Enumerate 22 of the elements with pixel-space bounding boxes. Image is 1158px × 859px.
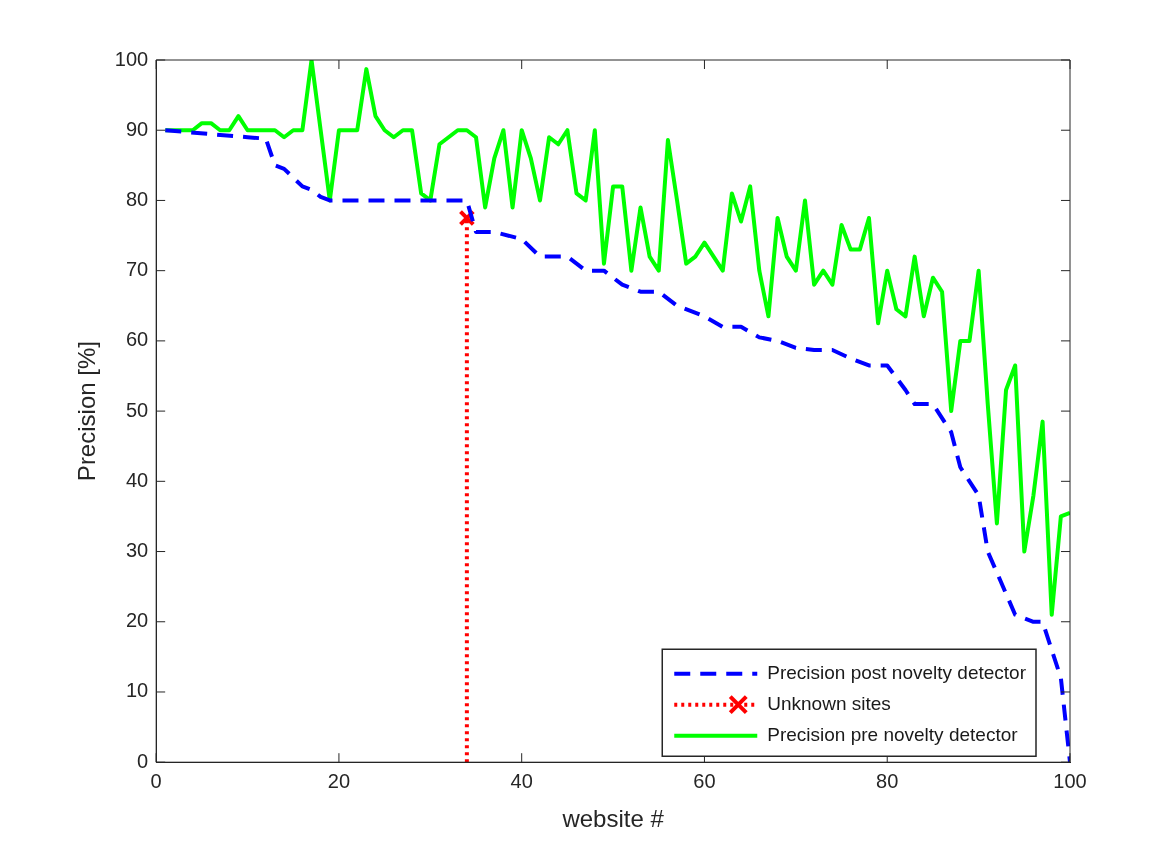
x-tick-label: 40 (510, 769, 533, 792)
y-tick-label: 50 (125, 398, 149, 421)
y-tick-label: 40 (125, 468, 149, 491)
line-series (163, 128, 1070, 763)
legend-label: Precision pre novelty detector (767, 723, 1019, 745)
x-tick-label: 80 (876, 769, 899, 792)
x-tick-label: 20 (327, 769, 351, 792)
y-tick-label: 0 (137, 749, 149, 772)
y-axis-title: Precision [%] (73, 341, 101, 482)
y-tick-label: 80 (125, 187, 149, 210)
y-tick-label: 90 (125, 117, 149, 140)
legend-label: Unknown sites (767, 692, 891, 714)
x-tick-label: 60 (693, 769, 716, 792)
y-tick-label: 70 (125, 258, 149, 281)
x-axis-title: website # (561, 805, 665, 833)
y-tick-label: 100 (114, 47, 149, 70)
y-tick-label: 10 (125, 679, 149, 702)
legend-label: Precision post novelty detector (767, 661, 1027, 683)
y-tick-label: 60 (125, 328, 149, 351)
y-tick-label: 20 (125, 609, 149, 632)
y-tick-label: 30 (125, 539, 149, 562)
x-tick-label: 100 (1053, 769, 1087, 792)
